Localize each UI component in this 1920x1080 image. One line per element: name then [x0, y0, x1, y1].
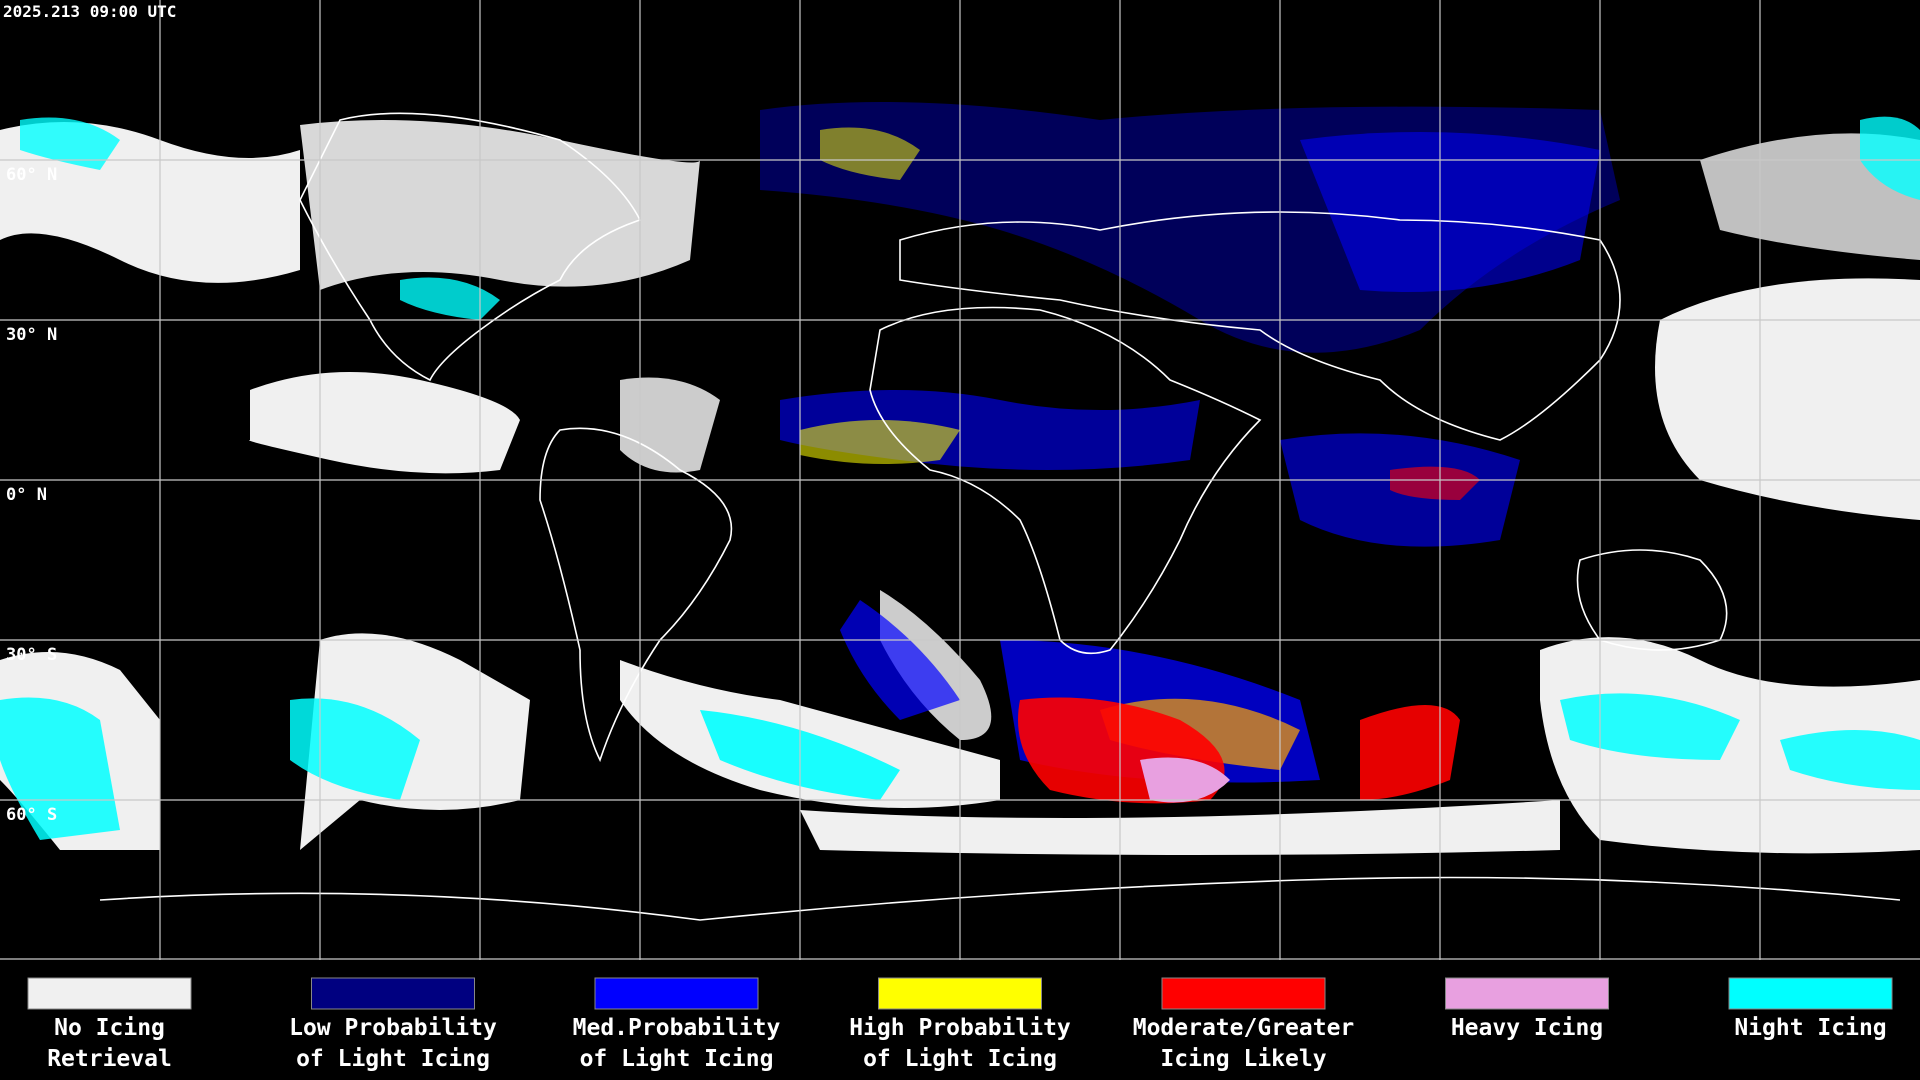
legend-swatch — [594, 977, 759, 1010]
legend-label: Night Icing — [1734, 1015, 1886, 1041]
legend-label: Low Probability — [289, 1015, 497, 1041]
legend-label: of Light Icing — [863, 1046, 1057, 1072]
legend: No Icing Retrieval Low Probability of Light… — [27, 977, 1893, 1072]
legend-swatch — [1445, 977, 1609, 1010]
legend-swatch — [878, 977, 1042, 1010]
legend-swatch — [1728, 977, 1893, 1010]
latitude-label: 60° S — [6, 805, 57, 825]
timestamp: 2025.213 09:00 UTC — [3, 2, 176, 21]
latitude-labels: 60° N 30° N 0° N 30° S 60° S — [6, 165, 57, 825]
legend-label: Icing Likely — [1160, 1046, 1326, 1072]
legend-label: No Icing — [54, 1015, 165, 1041]
latitude-label: 30° N — [6, 325, 57, 345]
latitude-label: 60° N — [6, 165, 57, 185]
legend-label: of Light Icing — [296, 1046, 490, 1072]
legend-swatch — [27, 977, 192, 1010]
legend-label: Heavy Icing — [1451, 1015, 1603, 1041]
latitude-label: 30° S — [6, 645, 57, 665]
legend-swatch — [311, 977, 475, 1010]
legend-swatch — [1161, 977, 1326, 1010]
graticule — [0, 0, 1920, 960]
latitude-label: 0° N — [6, 485, 47, 505]
icing-hotspots — [800, 127, 1480, 804]
legend-label: High Probability — [849, 1015, 1071, 1041]
icing-map — [0, 0, 1920, 960]
legend-label: of Light Icing — [580, 1046, 774, 1072]
legend-label: Med.Probability — [573, 1015, 781, 1041]
legend-label: Retrieval — [47, 1046, 172, 1072]
legend-label: Moderate/Greater — [1133, 1015, 1355, 1041]
